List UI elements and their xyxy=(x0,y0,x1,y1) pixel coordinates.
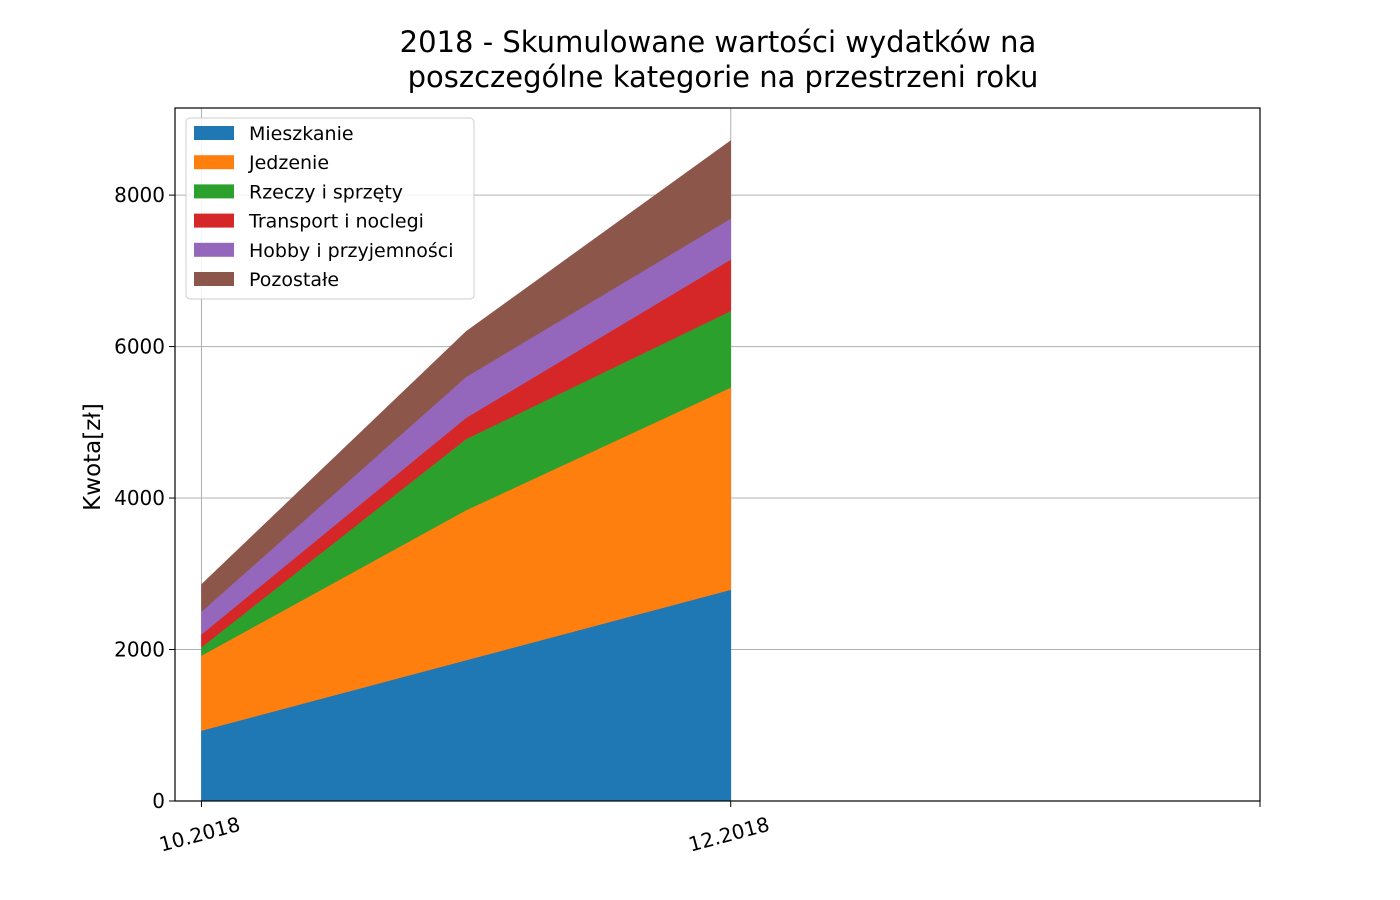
y-tick-label: 4000 xyxy=(114,486,165,510)
legend-label: Rzeczy i sprzęty xyxy=(249,181,403,203)
chart-title-line-2: poszczególne kategorie na przestrzeni ro… xyxy=(408,60,1039,94)
x-tick-label: 12.2018 xyxy=(686,812,772,857)
legend-label: Transport i noclegi xyxy=(248,211,424,233)
plot-frame xyxy=(174,107,1261,802)
legend-swatch xyxy=(194,155,234,170)
legend-swatch xyxy=(194,184,234,199)
legend: Mieszkanie Jedzenie Rzeczy i sprzęty Transp… xyxy=(185,117,475,300)
y-tick-label: 0 xyxy=(152,789,165,813)
area-series xyxy=(201,140,731,802)
legend-swatch xyxy=(194,126,234,140)
y-axis-label: Kwota[zł] xyxy=(80,403,106,511)
legend-swatch xyxy=(194,272,234,286)
x-tick-label: 10.2018 xyxy=(157,812,243,857)
y-tick-label: 8000 xyxy=(114,183,165,207)
y-axis-ticks: 0 2000 4000 6000 8000 xyxy=(114,183,175,813)
chart-title-line-1: 2018 - Skumulowane wartości wydatków na xyxy=(400,25,1037,59)
x-axis-ticks: 10.2018 12.2018 xyxy=(157,801,1261,857)
legend-label: Mieszkanie xyxy=(249,123,354,145)
area-series-5 xyxy=(201,140,731,613)
y-tick-label: 2000 xyxy=(114,638,165,662)
legend-swatch xyxy=(194,242,234,257)
legend-box xyxy=(185,117,475,300)
legend-label: Jedzenie xyxy=(248,152,329,174)
legend-label: Pozostałe xyxy=(249,269,339,291)
y-tick-label: 6000 xyxy=(114,335,165,359)
legend-swatch xyxy=(194,213,234,228)
legend-label: Hobby i przyjemności xyxy=(249,240,454,262)
